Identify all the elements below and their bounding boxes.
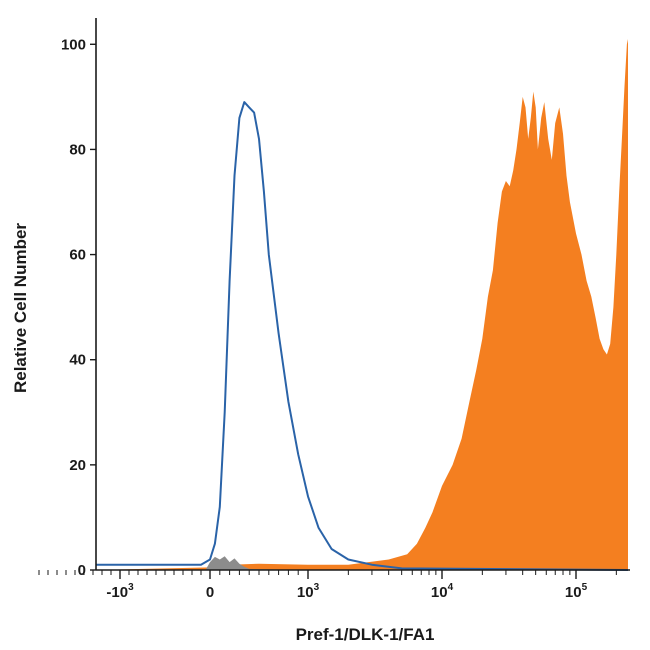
- y-tick-label: 40: [69, 352, 86, 369]
- histogram-series-0: [96, 101, 629, 571]
- histogram-series-2: [96, 556, 628, 570]
- y-tick-label: 20: [69, 457, 86, 474]
- series-layer: [96, 39, 629, 571]
- y-tick-label: 0: [78, 562, 86, 579]
- ticks-layer: 0 20 40 60 80 100 -103 0 103 104 105: [38, 36, 617, 601]
- y-axis-title: Relative Cell Number: [11, 223, 30, 393]
- axes-layer: [95, 18, 630, 571]
- x-tick-label: 104: [431, 582, 454, 601]
- x-tick-label: 105: [565, 582, 588, 601]
- x-axis-title: Pref-1/DLK-1/FA1: [296, 625, 435, 644]
- y-tick-label: 100: [61, 36, 86, 53]
- x-tick-label: 103: [297, 582, 320, 601]
- y-tick-label: 60: [69, 247, 86, 264]
- x-tick-label: 0: [206, 584, 214, 601]
- y-tick-label: 80: [69, 141, 86, 158]
- histogram-series-1: [96, 39, 628, 570]
- x-tick-label: -103: [106, 582, 134, 601]
